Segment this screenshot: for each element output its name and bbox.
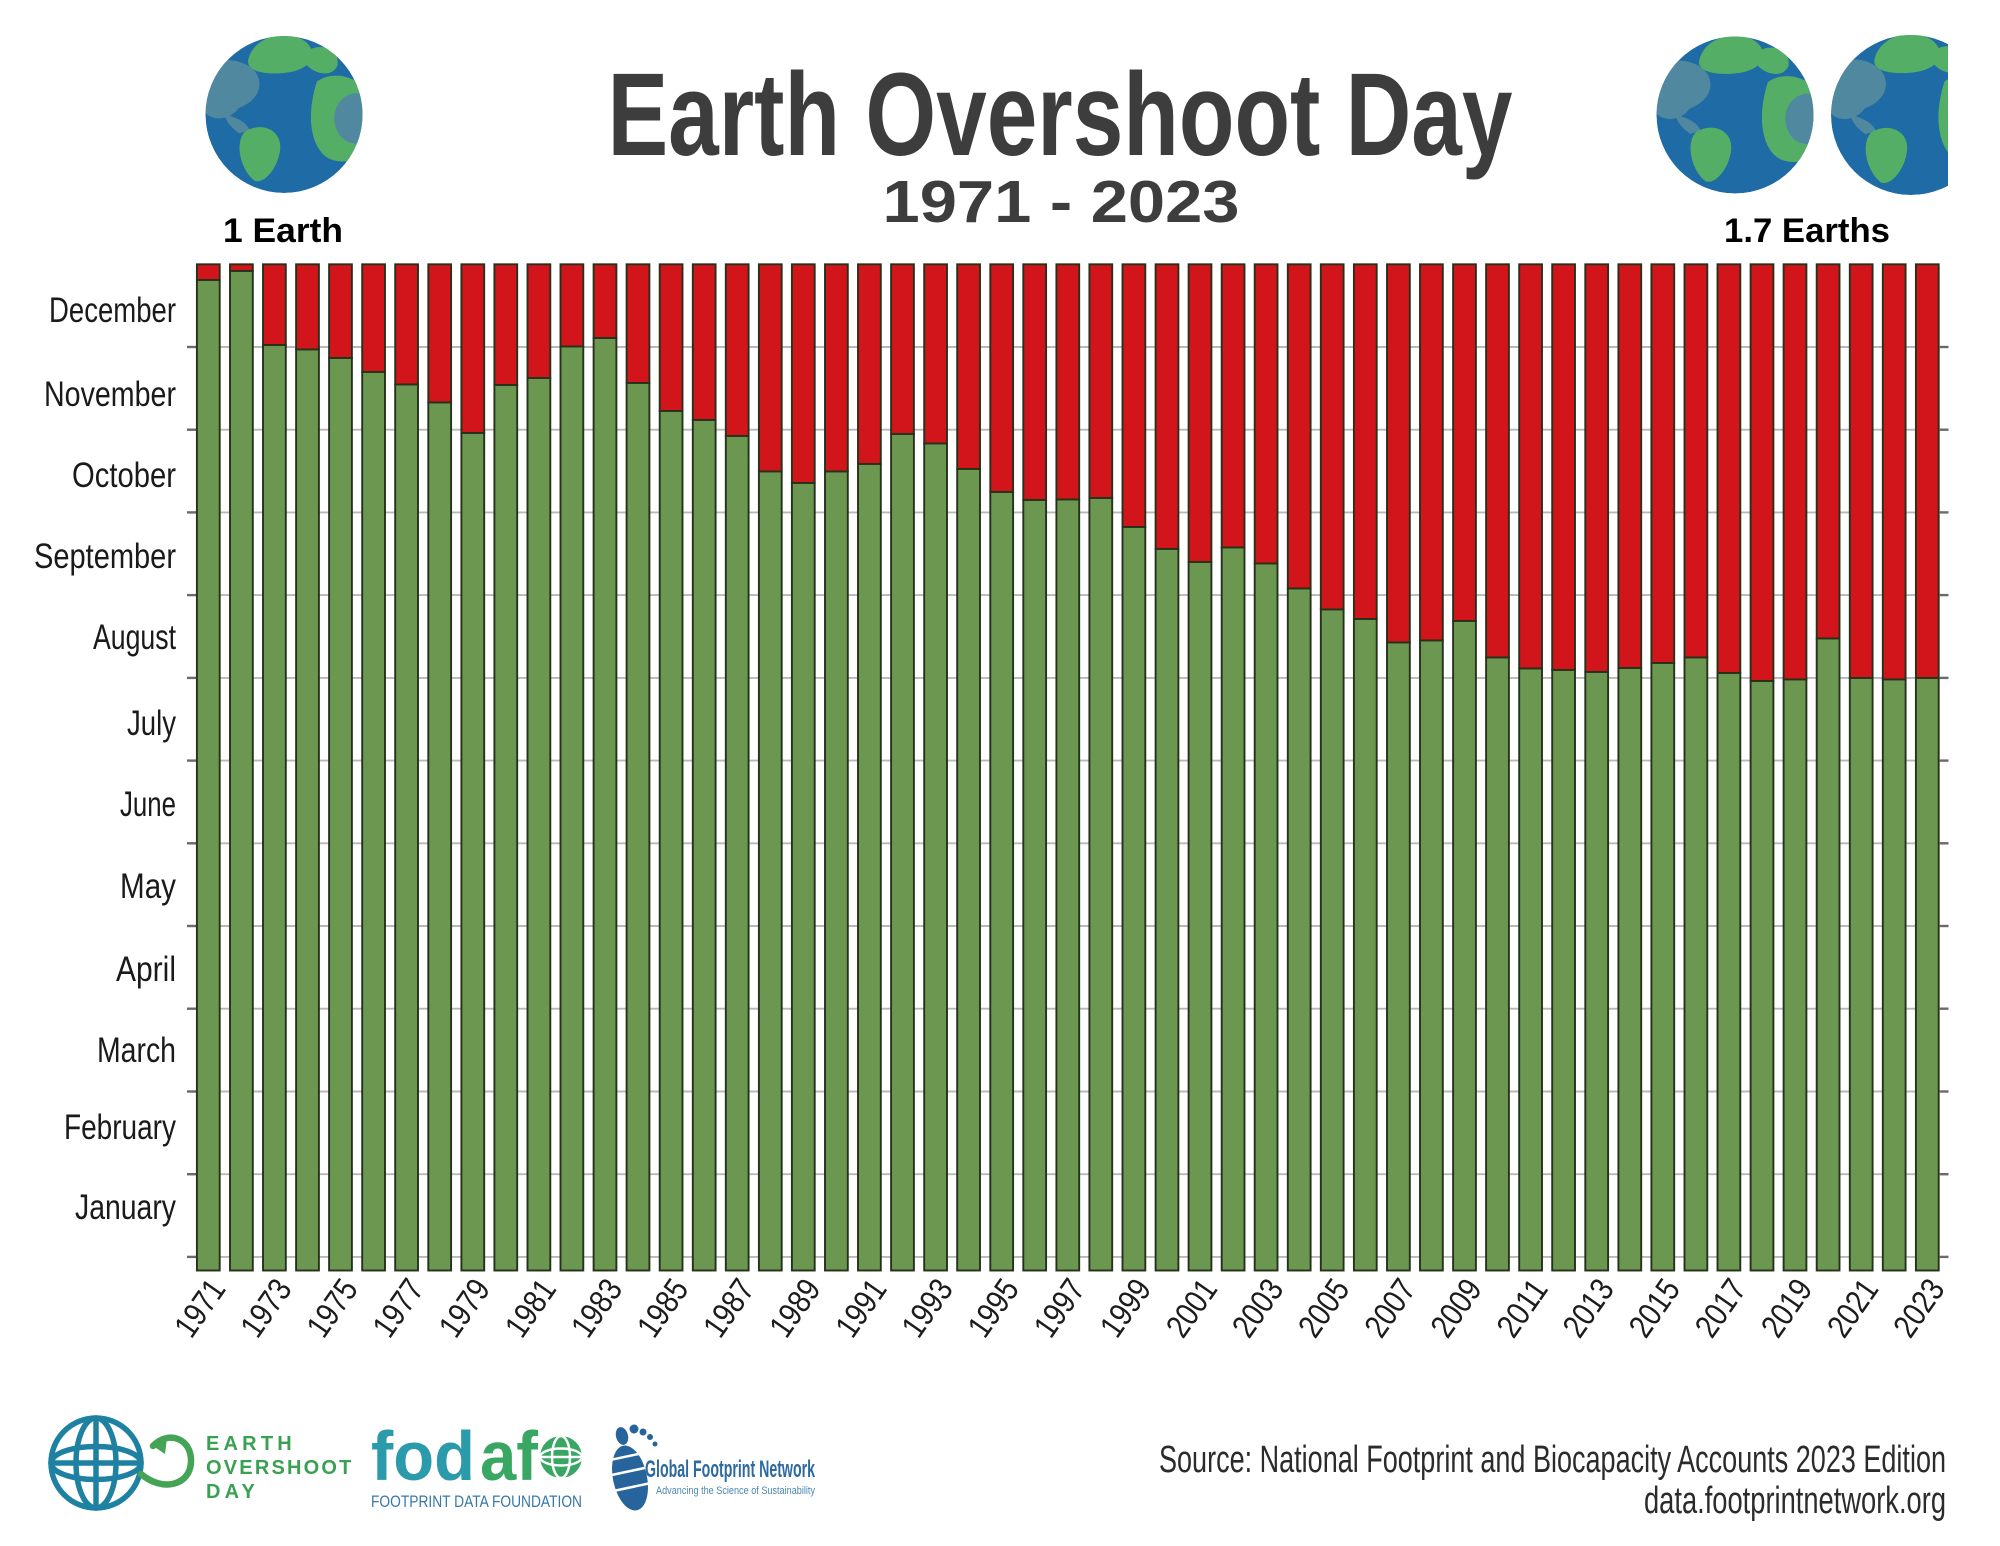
svg-text:April: April xyxy=(116,950,176,989)
svg-text:Earth Overshoot Day: Earth Overshoot Day xyxy=(608,49,1513,181)
svg-text:1.7 Earths: 1.7 Earths xyxy=(1724,212,1890,250)
svg-text:FOOTPRINT DATA FOUNDATION: FOOTPRINT DATA FOUNDATION xyxy=(371,1492,582,1511)
svg-text:June: June xyxy=(120,785,176,824)
svg-text:data.footprintnetwork.org: data.footprintnetwork.org xyxy=(1644,1480,1946,1522)
svg-text:OVERSHOOT: OVERSHOOT xyxy=(206,1457,354,1479)
svg-text:August: August xyxy=(93,618,176,657)
svg-text:October: October xyxy=(72,456,176,495)
svg-text:EARTH: EARTH xyxy=(206,1433,296,1455)
svg-text:September: September xyxy=(34,537,176,576)
svg-text:Advancing the Science of Susta: Advancing the Science of Sustainability xyxy=(656,1485,815,1497)
svg-text:1 Earth: 1 Earth xyxy=(223,212,343,250)
svg-text:February: February xyxy=(64,1108,176,1147)
svg-text:December: December xyxy=(49,291,176,330)
svg-text:1971 - 2023: 1971 - 2023 xyxy=(883,169,1240,235)
svg-text:Global Footprint Network: Global Footprint Network xyxy=(645,1456,815,1483)
svg-text:March: March xyxy=(97,1031,176,1070)
svg-text:July: July xyxy=(127,704,176,743)
svg-text:November: November xyxy=(44,375,176,414)
svg-text:January: January xyxy=(75,1188,176,1227)
svg-text:DAY: DAY xyxy=(206,1481,259,1503)
svg-text:May: May xyxy=(120,867,176,906)
svg-text:af: af xyxy=(480,1417,539,1495)
svg-text:Source: National Footprint and: Source: National Footprint and Biocapaci… xyxy=(1159,1439,1946,1481)
svg-text:fod: fod xyxy=(371,1417,475,1495)
